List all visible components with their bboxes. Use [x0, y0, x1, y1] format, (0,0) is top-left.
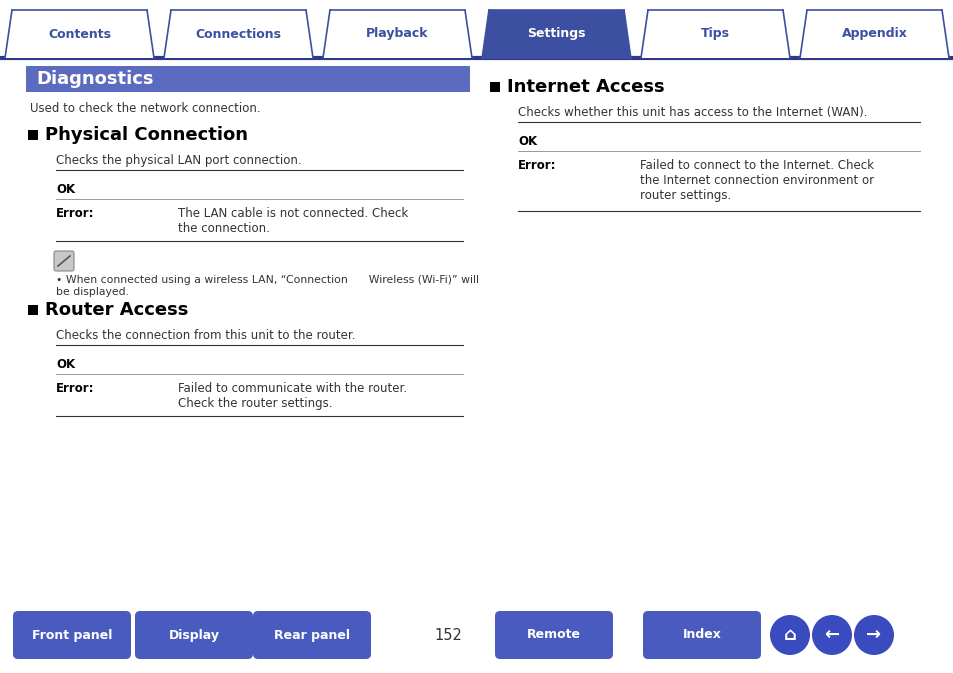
- Text: Rear panel: Rear panel: [274, 629, 350, 641]
- Text: Diagnostics: Diagnostics: [36, 70, 153, 88]
- Text: Remote: Remote: [526, 629, 580, 641]
- Text: OK: OK: [517, 135, 537, 148]
- Text: ⌂: ⌂: [782, 626, 796, 644]
- Bar: [28, 130, 38, 140]
- FancyBboxPatch shape: [13, 611, 131, 659]
- Text: Settings: Settings: [527, 28, 585, 40]
- Polygon shape: [164, 10, 313, 58]
- Text: Internet Access: Internet Access: [506, 78, 664, 96]
- Circle shape: [769, 615, 809, 655]
- FancyBboxPatch shape: [253, 611, 371, 659]
- Polygon shape: [481, 10, 630, 59]
- Text: Playback: Playback: [366, 28, 428, 40]
- Text: 152: 152: [434, 627, 461, 643]
- Text: Failed to communicate with the router.
Check the router settings.: Failed to communicate with the router. C…: [178, 382, 407, 410]
- Text: Appendix: Appendix: [841, 28, 906, 40]
- Text: Failed to connect to the Internet. Check
the Internet connection environment or
: Failed to connect to the Internet. Check…: [639, 159, 873, 202]
- FancyBboxPatch shape: [642, 611, 760, 659]
- Text: Used to check the network connection.: Used to check the network connection.: [30, 102, 260, 115]
- Circle shape: [853, 615, 893, 655]
- FancyBboxPatch shape: [54, 251, 74, 271]
- Text: • When connected using a wireless LAN, “Connection      Wireless (Wi-Fi)” will
b: • When connected using a wireless LAN, “…: [56, 275, 478, 297]
- Text: OK: OK: [56, 358, 75, 371]
- Text: Checks the physical LAN port connection.: Checks the physical LAN port connection.: [56, 154, 301, 167]
- Text: Index: Index: [681, 629, 720, 641]
- Text: Physical Connection: Physical Connection: [45, 126, 248, 144]
- Text: Contents: Contents: [48, 28, 111, 40]
- FancyBboxPatch shape: [135, 611, 253, 659]
- Text: The LAN cable is not connected. Check
the connection.: The LAN cable is not connected. Check th…: [178, 207, 408, 235]
- Text: Checks the connection from this unit to the router.: Checks the connection from this unit to …: [56, 329, 355, 342]
- Text: Front panel: Front panel: [31, 629, 112, 641]
- Polygon shape: [323, 10, 472, 58]
- Text: OK: OK: [56, 183, 75, 196]
- Text: Display: Display: [169, 629, 219, 641]
- Bar: [28, 305, 38, 315]
- FancyBboxPatch shape: [495, 611, 613, 659]
- Text: Error:: Error:: [517, 159, 556, 172]
- Circle shape: [811, 615, 851, 655]
- Polygon shape: [640, 10, 789, 58]
- Polygon shape: [800, 10, 948, 58]
- Bar: [26, 66, 470, 92]
- Text: Connections: Connections: [195, 28, 281, 40]
- Text: Tips: Tips: [700, 28, 729, 40]
- Text: Error:: Error:: [56, 207, 94, 220]
- Text: Checks whether this unit has access to the Internet (WAN).: Checks whether this unit has access to t…: [517, 106, 866, 119]
- Bar: [490, 82, 499, 92]
- Text: →: →: [865, 626, 881, 644]
- Text: Router Access: Router Access: [45, 301, 188, 319]
- Text: Error:: Error:: [56, 382, 94, 395]
- Polygon shape: [5, 10, 153, 58]
- Text: ←: ←: [823, 626, 839, 644]
